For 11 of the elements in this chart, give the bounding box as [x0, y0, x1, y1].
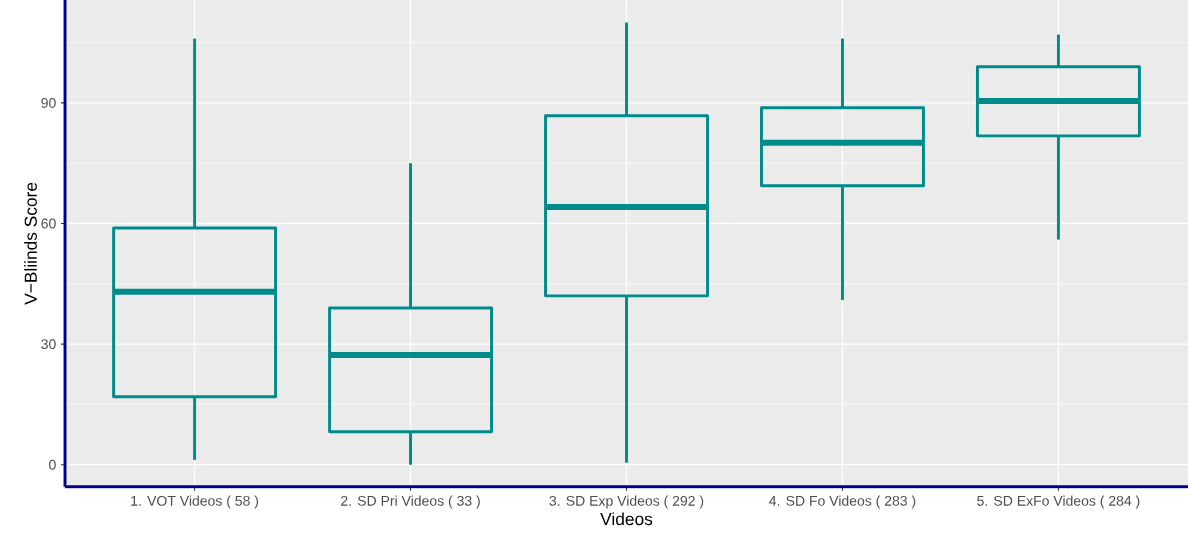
y-tick-label: 90: [41, 97, 56, 108]
x-tick-label: 4. SD Fo Videos ( 283 ): [769, 495, 916, 509]
y-tick-label: 30: [41, 339, 56, 349]
y-tick-label: 0: [49, 459, 56, 470]
x-axis-title: Videos: [600, 512, 653, 526]
x-tick-label: 5. SD ExFo Videos ( 284 ): [977, 495, 1140, 509]
x-tick-label: 1. VOT Videos ( 58 ): [131, 495, 259, 509]
y-tick-label: 60: [41, 218, 56, 229]
y-axis-title: V−Bliinds Score: [24, 182, 37, 305]
x-tick-label: 3. SD Exp Videos ( 292 ): [549, 495, 704, 509]
x-tick-label: 2. SD Pri Videos ( 33 ): [341, 495, 480, 509]
